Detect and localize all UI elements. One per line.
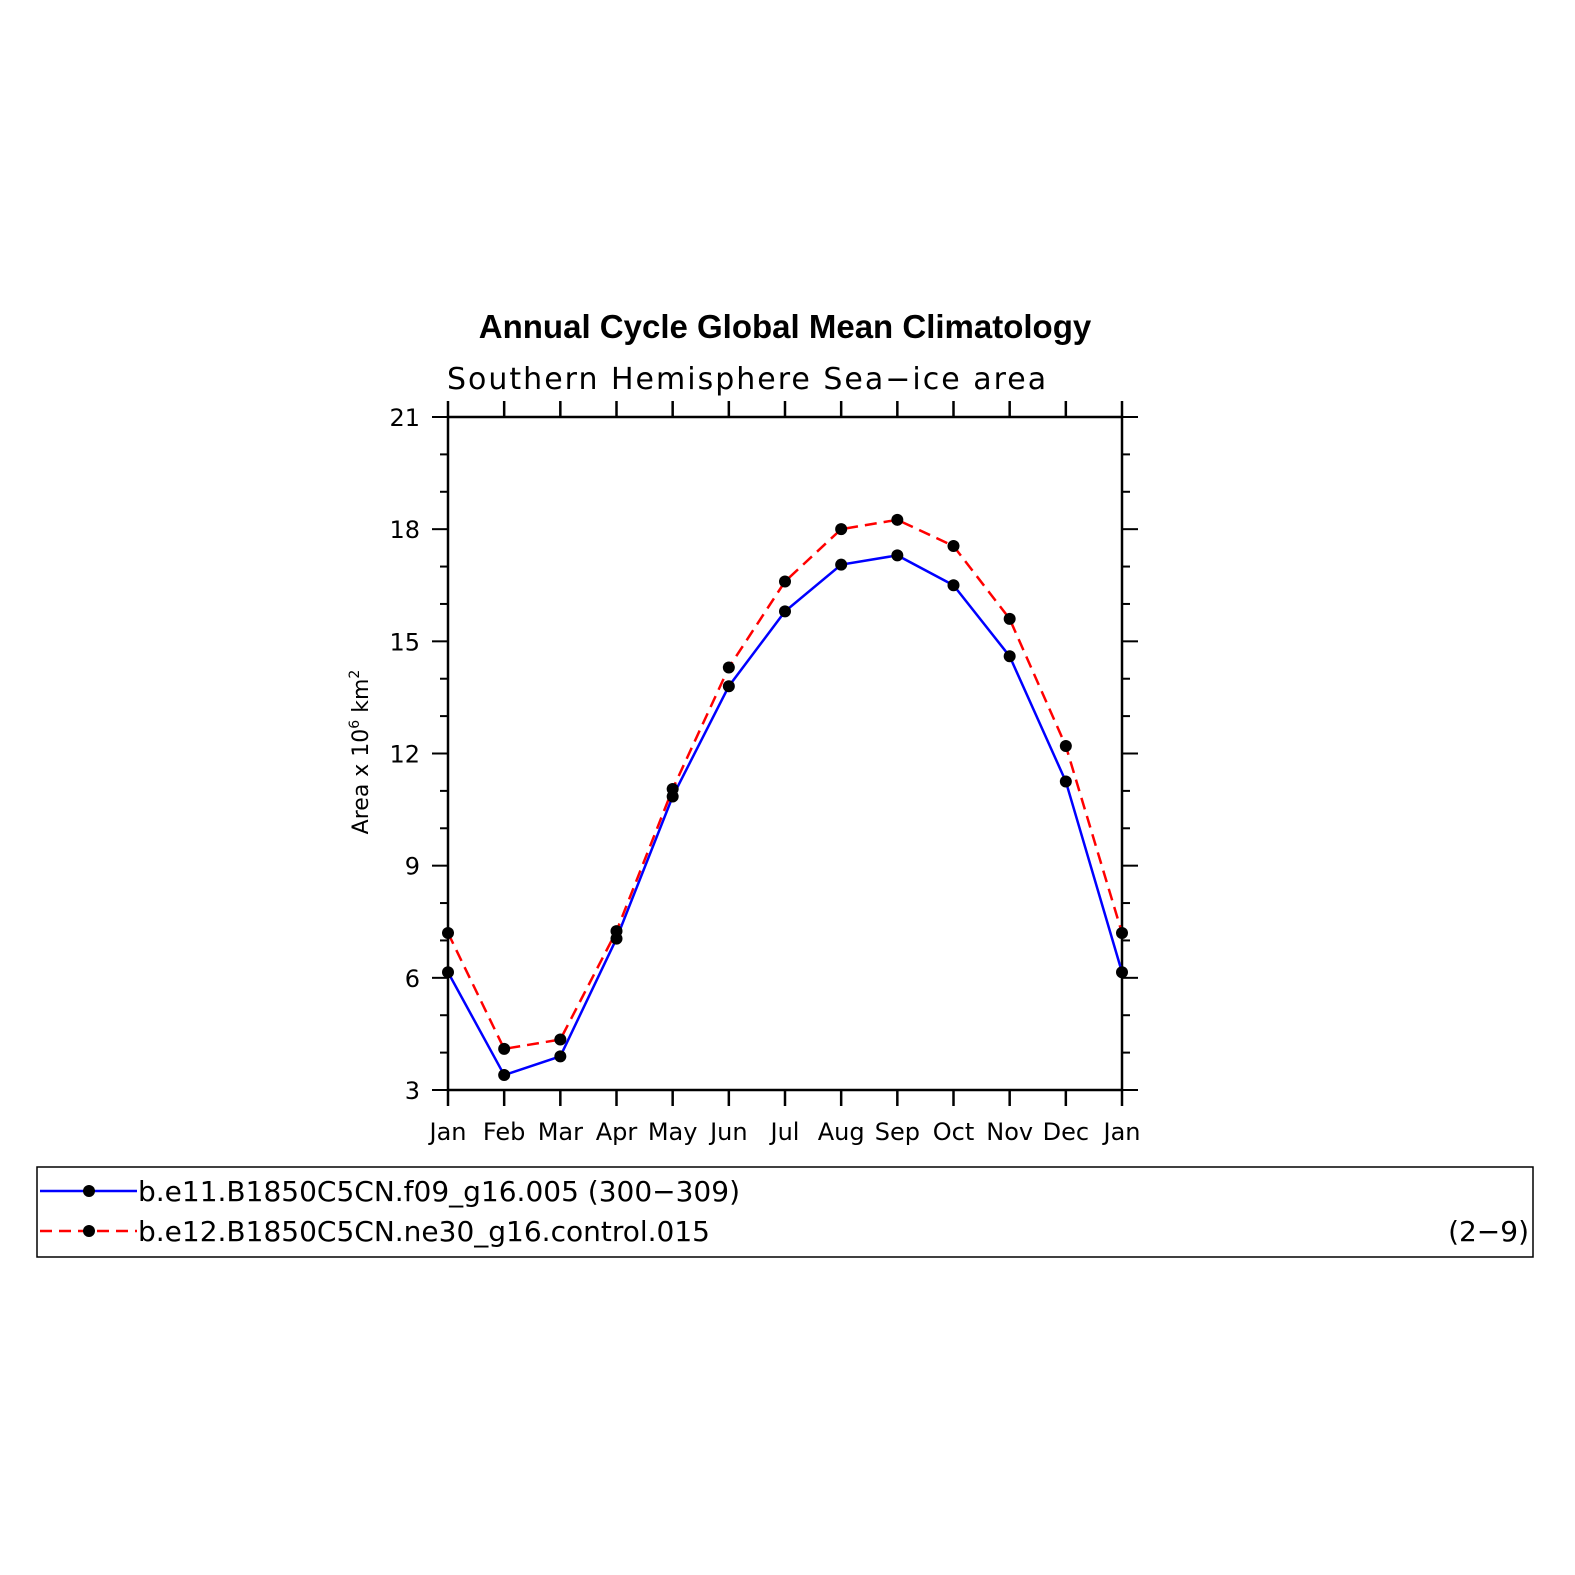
x-tick-label: Nov <box>986 1118 1033 1146</box>
legend-marker-series-1 <box>83 1185 95 1197</box>
series-2-point <box>779 575 791 588</box>
x-tick-label: Dec <box>1043 1118 1089 1146</box>
series-1-point <box>891 549 904 562</box>
series-2-point <box>947 539 960 552</box>
y-tick-label: 21 <box>389 404 420 432</box>
chart-title: Annual Cycle Global Mean Climatology <box>479 308 1092 345</box>
series-group <box>442 513 1128 1082</box>
legend-label-series-1: b.e11.B1850C5CN.f09_g16.005 (300−309) <box>138 1175 740 1208</box>
x-tick-label: Jul <box>769 1118 800 1146</box>
series-line-2 <box>446 518 1124 1051</box>
legend-note-series-2: (2−9) <box>1448 1215 1529 1248</box>
x-tick-label: Oct <box>933 1118 975 1146</box>
series-2-point <box>1116 926 1128 939</box>
series-1-point <box>442 966 454 979</box>
series-2-point <box>554 1033 567 1046</box>
plot-border <box>446 415 1124 1092</box>
series-2-point <box>1059 740 1072 753</box>
series-1-point <box>722 680 735 693</box>
legend: b.e11.B1850C5CN.f09_g16.005 (300−309) b.… <box>36 1166 1534 1258</box>
legend-box <box>36 1166 1534 1258</box>
x-tick-label: May <box>648 1118 698 1146</box>
y-tick-label: 18 <box>389 516 420 544</box>
plot-frame <box>446 415 1124 1092</box>
x-tick-label: Mar <box>538 1118 583 1146</box>
series-2-point <box>1003 612 1016 625</box>
y-tick-label: 6 <box>405 965 420 993</box>
series-line-1 <box>446 554 1124 1077</box>
x-tick-label: Feb <box>483 1118 526 1146</box>
series-2-point <box>610 925 623 938</box>
series-2-point <box>722 661 735 674</box>
x-tick-label: Jan <box>1102 1118 1141 1146</box>
x-tick-label: Sep <box>875 1118 920 1146</box>
series-1-point <box>1059 775 1072 788</box>
legend-marker-series-2 <box>83 1225 95 1237</box>
series-1-point <box>498 1069 511 1082</box>
series-2-point <box>442 926 454 939</box>
x-tick-label: Jan <box>428 1118 467 1146</box>
series-1-point <box>835 558 848 571</box>
series-2-point <box>666 783 679 796</box>
series-1-point <box>947 579 960 592</box>
x-tick-label: Jun <box>708 1118 748 1146</box>
chart-subtitle: Southern Hemisphere Sea−ice area <box>447 362 1048 397</box>
y-tick-label: 3 <box>405 1077 420 1105</box>
y-axis-label: Area x 106 km2 <box>347 670 374 835</box>
y-tick-label: 15 <box>389 628 420 656</box>
legend-label-series-2: b.e12.B1850C5CN.ne30_g16.control.015 <box>138 1215 710 1248</box>
series-2-point <box>498 1042 511 1055</box>
series-1-point <box>1003 650 1016 663</box>
series-1-point <box>1116 966 1128 979</box>
x-tick-label: Apr <box>596 1118 638 1146</box>
series-2-point <box>891 513 904 526</box>
axis-ticks <box>432 401 1138 1106</box>
series-1-point <box>779 605 791 618</box>
series-2-point <box>835 523 848 536</box>
y-tick-label: 9 <box>405 853 420 881</box>
axis-tick-labels: Jan Feb Mar Apr May Jun Jul Aug Sep Oct Nov Dec Jan 3… <box>389 404 1140 1146</box>
series-1-point <box>554 1050 567 1063</box>
x-tick-label: Aug <box>818 1118 865 1146</box>
y-tick-label: 12 <box>389 741 420 769</box>
